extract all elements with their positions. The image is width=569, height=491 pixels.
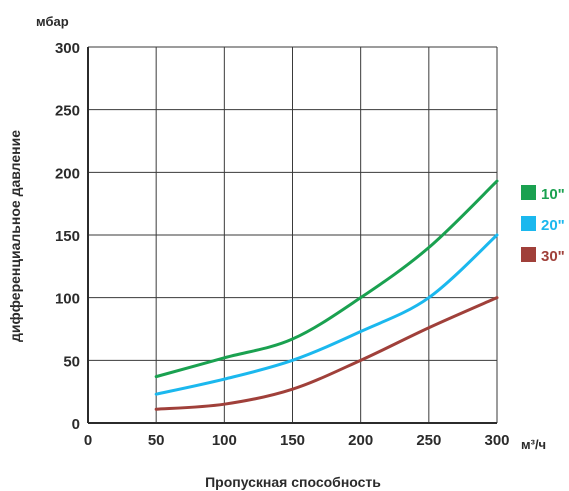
legend-swatch — [521, 247, 536, 262]
y-tick-label: 250 — [55, 103, 80, 120]
x-axis-unit: м³/ч — [521, 437, 546, 452]
series-line-2 — [154, 233, 499, 396]
tick-labels: 0 50 100 150 200 250 300 0 50 100 150 200 250 300 — [55, 40, 510, 449]
legend: 10" 20" 30" — [521, 185, 565, 265]
y-axis-title: дифференциальное давление — [7, 130, 23, 342]
x-tick-label: 50 — [148, 432, 165, 449]
y-tick-label: 50 — [63, 353, 80, 370]
legend-label: 30" — [541, 248, 565, 265]
x-tick-label: 0 — [84, 432, 92, 449]
y-axis-unit: мбар — [36, 14, 69, 29]
x-tick-label: 100 — [212, 432, 237, 449]
series-line-1 — [154, 179, 499, 379]
series-line-3 — [154, 296, 499, 411]
y-tick-label: 150 — [55, 228, 80, 245]
legend-label: 20" — [541, 217, 565, 234]
y-tick-label: 100 — [55, 291, 80, 308]
legend-swatch — [521, 185, 536, 200]
legend-swatch — [521, 216, 536, 231]
axes — [87, 47, 497, 424]
series-lines — [154, 179, 499, 411]
grid — [88, 46, 498, 423]
x-tick-label: 200 — [348, 432, 373, 449]
y-tick-label: 300 — [55, 40, 80, 57]
y-tick-label: 200 — [55, 165, 80, 182]
x-tick-label: 150 — [280, 432, 305, 449]
x-axis-title: Пропускная способность — [205, 474, 381, 490]
legend-label: 10" — [541, 186, 565, 203]
x-tick-label: 250 — [416, 432, 441, 449]
x-tick-label: 300 — [484, 432, 509, 449]
y-tick-label: 0 — [72, 416, 80, 433]
